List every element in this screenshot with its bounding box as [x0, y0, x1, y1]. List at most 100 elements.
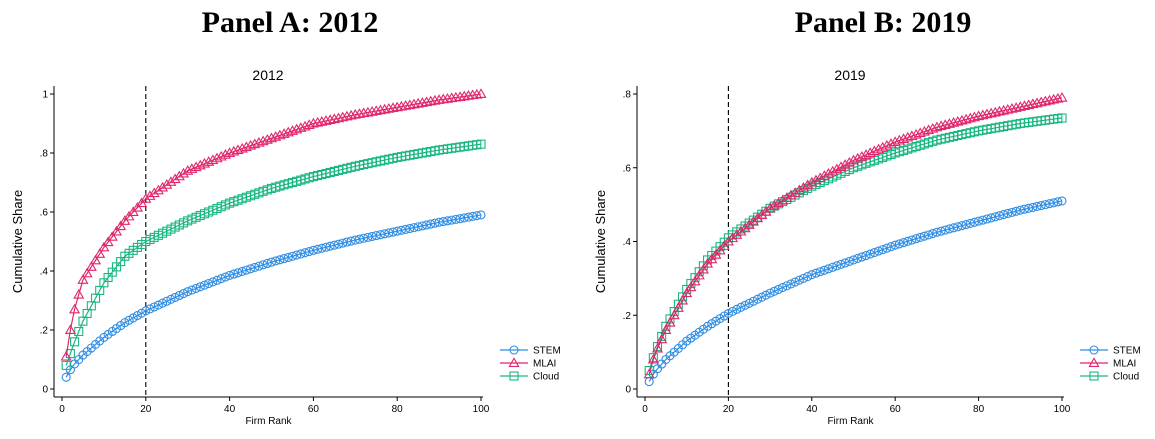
data-point [885, 138, 897, 148]
y-tick-label: 0 [42, 385, 48, 396]
data-point [421, 220, 432, 230]
data-point [162, 296, 172, 306]
data-point [1015, 205, 1025, 215]
data-point [902, 131, 914, 142]
data-point [64, 324, 76, 335]
data-point [731, 229, 743, 239]
data-point [425, 95, 437, 106]
legend-marker [508, 357, 520, 368]
data-point [856, 150, 868, 161]
data-point [1024, 203, 1034, 213]
legend-marker [509, 345, 519, 355]
series-stem [644, 196, 1067, 387]
legend-item-stem: STEM [1080, 345, 1141, 357]
data-point [110, 225, 123, 236]
data-point [384, 228, 394, 238]
data-point [949, 223, 959, 233]
data-point [793, 184, 805, 195]
data-point [462, 90, 474, 100]
data-point [246, 264, 256, 274]
data-point [660, 324, 672, 335]
legend-label: MLAI [533, 359, 556, 370]
data-point [237, 266, 247, 276]
data-point [60, 350, 72, 361]
data-point [1052, 92, 1064, 103]
data-point [685, 281, 697, 292]
data-point [786, 279, 796, 289]
data-point [915, 232, 925, 242]
data-point [345, 109, 357, 120]
data-point [416, 97, 428, 107]
y-tick-label: .8 [40, 149, 49, 160]
x-tick-label: 40 [806, 404, 818, 415]
series-line [65, 214, 482, 378]
data-point [220, 272, 230, 282]
data-point [873, 246, 884, 256]
data-point [764, 202, 776, 213]
data-point [868, 145, 880, 156]
data-point [463, 212, 473, 222]
legend-label: Cloud [533, 372, 559, 383]
data-point [960, 113, 972, 124]
data-point [778, 283, 788, 293]
data-point [144, 190, 156, 200]
data-point [307, 117, 319, 128]
data-point [986, 213, 996, 223]
data-point [140, 193, 152, 203]
data-point [877, 141, 889, 152]
data-point [332, 112, 345, 123]
data-point [225, 270, 235, 280]
data-point [865, 249, 875, 259]
data-point [241, 265, 251, 275]
data-point [918, 125, 930, 136]
data-point [61, 360, 71, 370]
data-point [170, 292, 180, 302]
data-point [828, 262, 838, 272]
data-point [286, 125, 298, 135]
data-point [441, 93, 454, 103]
x-tick-label: 60 [308, 404, 320, 415]
legend-marker [1089, 345, 1099, 355]
data-point [1027, 98, 1039, 109]
data-point [910, 128, 922, 139]
legend-marker [1088, 357, 1100, 368]
data-point [1049, 198, 1059, 208]
data-point [212, 275, 222, 285]
data-point [320, 115, 332, 125]
panel-b-heading: Panel B: 2019 [794, 6, 972, 39]
legend-item-mlai: MLAI [1080, 357, 1136, 370]
series-cloud [61, 139, 486, 370]
data-point [295, 122, 307, 132]
data-point [956, 114, 968, 125]
data-point [861, 250, 871, 261]
data-point [798, 273, 809, 283]
data-point [396, 225, 406, 235]
data-point [644, 366, 654, 376]
data-point [924, 230, 934, 240]
data-point [450, 91, 462, 102]
data-point [341, 110, 353, 121]
data-point [953, 222, 963, 232]
y-tick-label: .2 [40, 326, 49, 337]
data-point [98, 241, 110, 252]
y-axis-label: Cumulative Share [10, 190, 25, 293]
data-point [797, 181, 810, 192]
data-point [965, 218, 975, 228]
data-point [689, 275, 701, 286]
data-point [822, 167, 835, 178]
data-point [1031, 97, 1043, 108]
data-point [458, 90, 470, 101]
data-point [434, 217, 444, 227]
x-tick-label: 80 [392, 404, 404, 415]
data-point [936, 226, 946, 236]
y-tick-label: .6 [40, 208, 49, 219]
data-point [437, 93, 449, 104]
data-point [765, 288, 775, 298]
series-line [648, 117, 1063, 371]
data-point [781, 192, 793, 202]
data-point [827, 165, 839, 176]
legend-item-stem: STEM [500, 345, 561, 357]
data-point [911, 234, 921, 244]
data-point [261, 134, 273, 144]
data-point [467, 89, 479, 100]
